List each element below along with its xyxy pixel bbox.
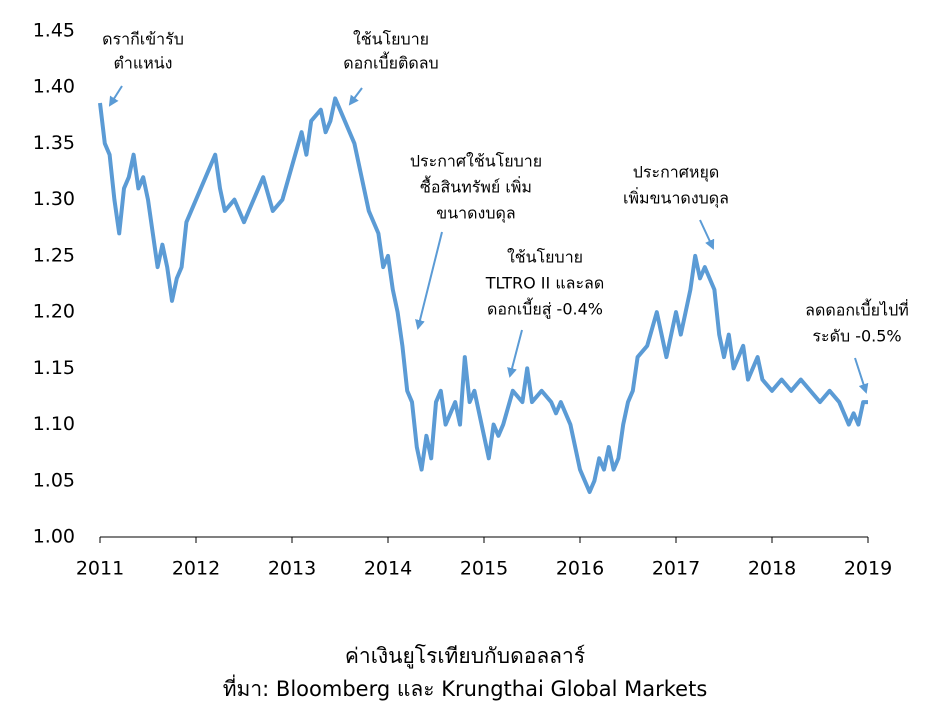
- annotation-arrow: [507, 329, 523, 378]
- x-tick-label: 2014: [364, 558, 412, 580]
- annotation: ซื้อสินทรัพย์ เพิ่ม: [420, 176, 532, 197]
- x-tick-label: 2013: [268, 558, 316, 580]
- y-tick-label: 1.10: [33, 413, 75, 435]
- source: ที่มา: Bloomberg และ Krungthai Global Ma…: [223, 674, 708, 701]
- y-tick-label: 1.25: [33, 244, 75, 266]
- chart-title: ค่าเงินยูโรเทียบกับดอลลาร์: [345, 644, 585, 669]
- annotation: ประกาศหยุด: [633, 163, 719, 183]
- line: [98, 96, 868, 495]
- annotation: ใช้นโยบาย: [507, 248, 583, 267]
- annotation: TLTRO II และลด: [485, 274, 604, 293]
- annotation-arrow: [699, 219, 715, 250]
- x-tick-label: 2011: [76, 558, 124, 580]
- x-tick-label: 2017: [652, 558, 700, 580]
- annotation: ใช้นโยบาย: [353, 30, 429, 49]
- y-tick-label: 1.20: [33, 301, 75, 323]
- annotation: ดอกเบี้ยติดลบ: [343, 52, 438, 73]
- y-tick-label: 1.35: [33, 132, 75, 154]
- y-tick-label: 1.40: [33, 76, 75, 98]
- annotation-arrow: [348, 87, 363, 106]
- y-tick-label: 1.30: [33, 188, 75, 210]
- x-tick-label: 2018: [748, 558, 796, 580]
- y-tick-label: 1.15: [33, 357, 75, 379]
- x-tick-label: 2015: [460, 558, 508, 580]
- x-tick-label: 2012: [172, 558, 220, 580]
- annotation-arrow: [854, 357, 869, 394]
- y-tick-label: 1.45: [33, 20, 75, 42]
- annotation: ประกาศใช้นโยบาย: [410, 152, 542, 171]
- annotation: เพิ่มขนาดงบดุล: [623, 187, 729, 209]
- annotation-arrow: [415, 231, 443, 330]
- y-tick-label: 1.00: [33, 526, 75, 548]
- annotation: ระดับ -0.5%: [812, 327, 901, 346]
- y-tick-label: 1.05: [33, 469, 75, 491]
- annotation: ดอกเบี้ยสู่ -0.4%: [487, 298, 603, 320]
- annotation-arrow: [108, 85, 123, 107]
- annotation: ตำแหน่ง: [114, 54, 173, 73]
- annotation: ขนาดงบดุล: [436, 204, 515, 224]
- annotation: ดรากีเข้ารับ: [102, 30, 184, 49]
- x-tick-label: 2016: [556, 558, 604, 580]
- annotation: ลดดอกเบี้ยไปที่: [805, 299, 909, 320]
- x-tick-label: 2019: [844, 558, 892, 580]
